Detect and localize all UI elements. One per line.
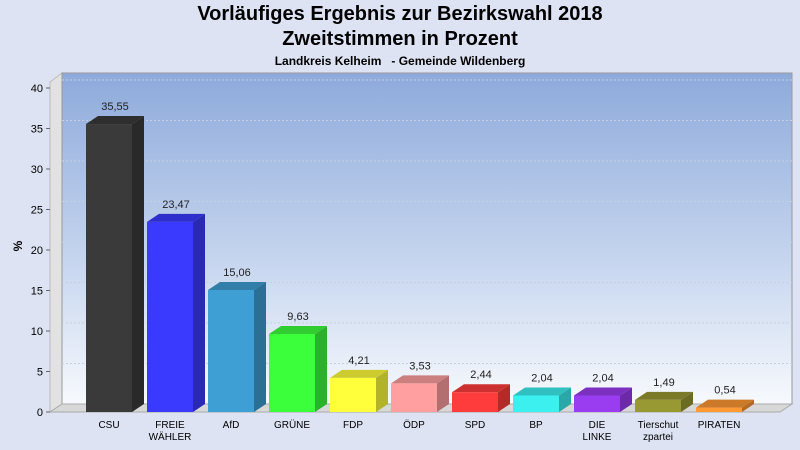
bar (208, 290, 254, 412)
bar-top (391, 375, 449, 384)
bar (574, 395, 620, 412)
bar (269, 333, 315, 412)
bar-top (330, 369, 388, 378)
y-tick-label: 40 (31, 83, 43, 95)
data-label: 15,06 (223, 267, 251, 279)
data-label: 2,04 (592, 372, 613, 384)
bar (635, 399, 681, 412)
data-label: 2,44 (470, 369, 491, 381)
bar-side (254, 282, 266, 412)
bar (452, 392, 498, 412)
y-tick-label: 15 (31, 286, 43, 298)
x-tick-label: LINKE (583, 432, 612, 443)
bar-top (452, 384, 510, 393)
x-tick-label: FDP (343, 420, 363, 431)
data-label: 3,53 (409, 360, 430, 372)
bar-side (437, 375, 449, 412)
bar-csu: 35,55 CSU (86, 101, 144, 431)
x-tick-label: ÖDP (403, 419, 425, 431)
x-tick-label: BP (529, 420, 543, 431)
bar-ödp: 3,53 ÖDP (391, 360, 449, 431)
x-tick-label: AfD (223, 420, 240, 431)
bar-top (696, 399, 754, 408)
y-tick-label: 5 (37, 367, 43, 379)
y-tick-label: 20 (31, 245, 43, 257)
bar-side (498, 384, 510, 412)
data-label: 1,49 (653, 377, 674, 389)
y-axis-label: % (11, 240, 25, 251)
bar-side (376, 369, 388, 412)
bar-piraten: 0,54 PIRATEN (696, 385, 754, 431)
bar-afd: 15,06 AfD (208, 267, 266, 431)
y-tick-label: 30 (31, 164, 43, 176)
side-wall (49, 72, 63, 413)
bar-side (620, 387, 632, 412)
x-tick-label: GRÜNE (274, 419, 310, 431)
bar (330, 377, 376, 412)
chart-title: Vorläufiges Ergebnis zur Bezirkswahl 201… (197, 3, 603, 25)
x-tick-label: WÄHLER (149, 431, 192, 443)
x-tick-label: PIRATEN (698, 420, 741, 431)
bar-side (193, 213, 205, 412)
bar-spd: 2,44 SPD (452, 369, 510, 431)
data-label: 2,04 (531, 372, 552, 384)
y-tick-label: 25 (31, 205, 43, 217)
bar-side (559, 387, 571, 412)
chart-subtitle: Zweitstimmen in Prozent (282, 28, 518, 50)
bar-grüne: 9,63 GRÜNE (269, 311, 327, 431)
bar-fdp: 4,21 FDP (330, 355, 388, 431)
bar-top (635, 391, 693, 400)
x-tick-label: zpartei (643, 432, 673, 443)
bar (391, 383, 437, 412)
data-label: 9,63 (287, 311, 308, 323)
x-tick-label: FREIE (155, 420, 185, 431)
bar-top (147, 213, 205, 222)
bar-top (269, 325, 327, 334)
bar-side (315, 325, 327, 412)
bar-top (208, 282, 266, 291)
bar-top (513, 387, 571, 396)
bar (696, 407, 742, 412)
y-tick-label: 0 (37, 407, 43, 419)
y-tick-label: 10 (31, 326, 43, 338)
bar-bp: 2,04 BP (513, 372, 571, 431)
data-label: 4,21 (348, 355, 369, 367)
bar (86, 124, 132, 413)
bar-top (86, 116, 144, 125)
x-tick-label: CSU (98, 420, 119, 431)
x-tick-label: Tierschut (638, 420, 679, 431)
chart-region: Landkreis Kelheim - Gemeinde Wildenberg (274, 54, 526, 68)
data-label: 23,47 (162, 199, 190, 211)
data-label: 0,54 (714, 385, 735, 397)
bar-side (742, 399, 754, 412)
data-label: 35,55 (101, 101, 129, 113)
x-tick-label: SPD (465, 420, 486, 431)
x-tick-label: DIE (589, 420, 606, 431)
bar (147, 221, 193, 412)
bar-side (681, 391, 693, 412)
bar (513, 395, 559, 412)
bar-side (132, 116, 144, 413)
y-tick-label: 35 (31, 124, 43, 136)
bar-top (574, 387, 632, 396)
